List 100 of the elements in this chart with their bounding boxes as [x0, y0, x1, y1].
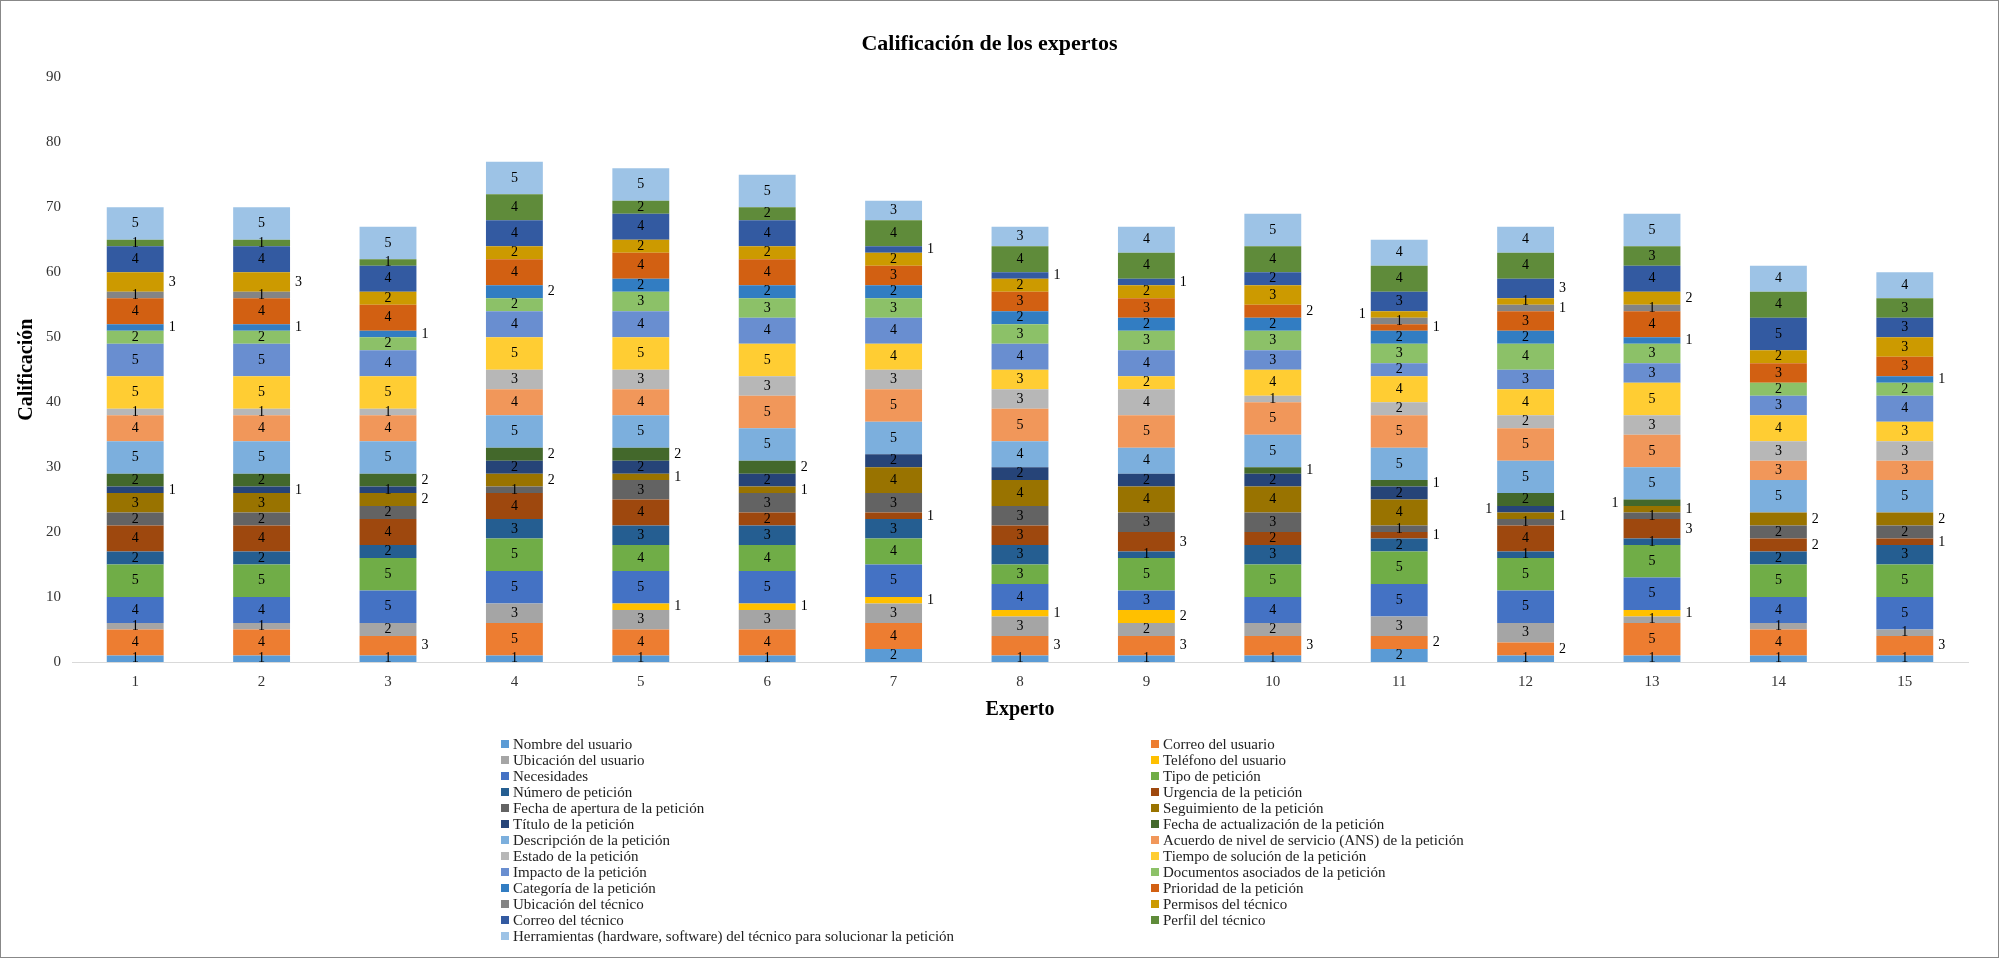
bar: [612, 415, 670, 448]
data-label: 2: [763, 510, 771, 526]
data-label: 5: [131, 351, 139, 367]
data-label: 1: [674, 468, 682, 484]
data-label: 1: [131, 617, 139, 633]
data-label: 4: [510, 315, 518, 331]
data-label: 1: [295, 481, 303, 497]
data-label: 3: [1648, 247, 1656, 263]
data-label: 1: [1395, 520, 1403, 536]
bar: [1623, 337, 1681, 344]
data-label: 5: [1901, 572, 1909, 588]
bar: [359, 441, 417, 474]
data-label: 3: [1016, 546, 1024, 562]
bar: [359, 350, 417, 377]
data-label: 2: [1269, 270, 1277, 286]
bar: [233, 324, 291, 331]
bar: [865, 317, 923, 344]
data-label: 3: [1901, 546, 1909, 562]
bar: [738, 343, 796, 377]
bar: [738, 525, 796, 546]
data-label: 1: [1685, 501, 1693, 517]
data-label: 1: [384, 254, 392, 270]
data-label: 5: [1395, 455, 1403, 471]
data-label: 3: [1395, 345, 1403, 361]
data-label: 3: [1685, 520, 1693, 536]
data-label: 2: [1774, 523, 1782, 539]
bar: [359, 415, 417, 442]
data-label: 3: [763, 377, 771, 393]
bar: [485, 460, 543, 474]
data-label: 5: [763, 436, 771, 452]
bar: [738, 473, 796, 487]
data-label: 4: [763, 549, 771, 565]
data-label: 1: [258, 403, 266, 419]
data-label: 3: [1269, 546, 1277, 562]
data-label: 3: [1142, 299, 1150, 315]
data-label: 1: [1016, 650, 1024, 666]
data-label: 5: [131, 215, 139, 231]
bar: [865, 265, 923, 286]
bar: [1749, 564, 1807, 598]
data-label: 1: [1358, 306, 1366, 322]
bar: [485, 161, 543, 195]
data-label: 1: [1053, 604, 1061, 620]
x-tick-label: 4: [510, 672, 519, 689]
bar: [1370, 480, 1428, 487]
data-label: 5: [1648, 552, 1656, 568]
data-label: 4: [763, 224, 771, 240]
bar: [359, 493, 417, 507]
data-label: 1: [1306, 462, 1314, 478]
data-label: 2: [890, 452, 898, 468]
data-label: 5: [890, 572, 898, 588]
bar: [1117, 226, 1175, 253]
data-label: 1: [1685, 332, 1693, 348]
bar: [612, 447, 670, 461]
data-label: 1: [1432, 319, 1440, 335]
bar: [865, 421, 923, 455]
data-label: 5: [384, 384, 392, 400]
data-label: 2: [1142, 283, 1150, 299]
x-axis-title: Experto: [985, 697, 1055, 721]
bar: [106, 551, 164, 565]
data-label: 5: [1774, 488, 1782, 504]
bar: [738, 317, 796, 344]
bar: [1876, 460, 1934, 481]
x-tick-label: 9: [1142, 672, 1151, 689]
legend-label: Necesidades: [513, 768, 588, 784]
bar: [233, 441, 291, 474]
data-label: 2: [1016, 465, 1024, 481]
bar: [1623, 265, 1681, 292]
bar: [865, 200, 923, 221]
data-label: 5: [1269, 410, 1277, 426]
bar: [1749, 395, 1807, 416]
bar: [1244, 532, 1302, 546]
bar: [612, 168, 670, 201]
data-label: 1: [674, 598, 682, 614]
bar: [106, 298, 164, 325]
bar: [359, 558, 417, 591]
legend-label: Teléfono del usuario: [1163, 752, 1287, 768]
data-label: 3: [1269, 332, 1277, 348]
data-label: 1: [1774, 650, 1782, 666]
data-label: 5: [1774, 572, 1782, 588]
bar: [612, 603, 670, 611]
bar: [1370, 616, 1428, 637]
data-label: 4: [637, 549, 645, 565]
bar: [1244, 467, 1302, 474]
data-label: 3: [1269, 286, 1277, 302]
data-label: 3: [510, 604, 518, 620]
data-label: 1: [927, 507, 935, 523]
data-label: 3: [131, 494, 139, 510]
data-label: 1: [1648, 650, 1656, 666]
data-label: 3: [763, 527, 771, 543]
bar: [1876, 441, 1934, 461]
bar: [1370, 649, 1428, 662]
y-tick-label: 60: [46, 263, 61, 280]
data-label: 4: [637, 504, 645, 520]
legend-label: Estado de la petición: [513, 848, 639, 864]
bar: [1117, 415, 1175, 448]
data-label: 5: [763, 182, 771, 198]
data-label: 2: [1142, 374, 1150, 390]
data-label: 1: [1432, 527, 1440, 543]
data-label: 4: [1395, 244, 1403, 260]
data-label: 2: [547, 445, 555, 461]
